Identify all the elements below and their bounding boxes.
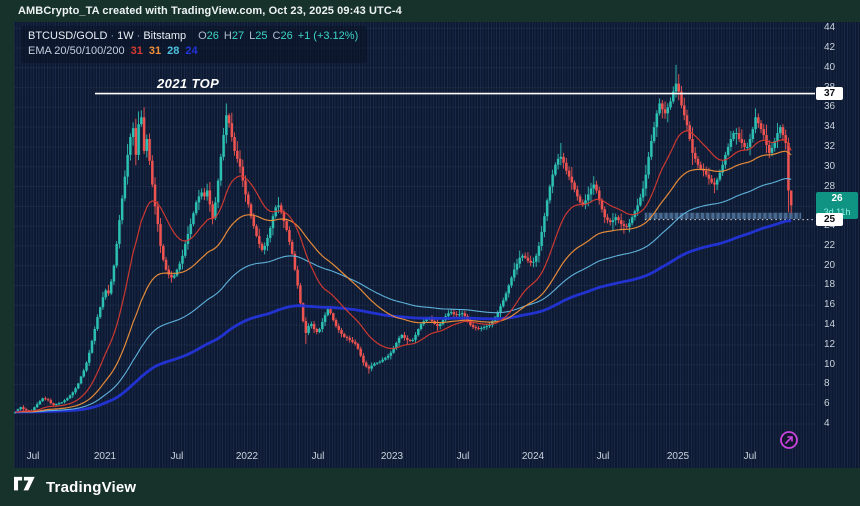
time-tick-label: Jul — [596, 451, 610, 462]
tradingview-logo[interactable]: TradingView — [14, 476, 136, 498]
price-tick-label: 6 — [824, 398, 830, 410]
time-tick-label: Jul — [311, 451, 325, 462]
time-tick-label: Jul — [743, 451, 757, 462]
price-tick-label: 34 — [824, 121, 836, 133]
price-tick-label: 8 — [824, 378, 830, 390]
ema-200-line — [15, 219, 792, 414]
exchange-label: Bitstamp — [143, 30, 187, 42]
plot-svg — [14, 27, 815, 425]
ema-values: 31 31 28 24 — [125, 45, 198, 57]
timeframe-label: 1W — [117, 30, 134, 42]
time-tick-label: 2023 — [380, 451, 404, 462]
time-tick-label: 2022 — [235, 451, 259, 462]
price-tick-label: 44 — [824, 22, 836, 34]
legend-symbol-row[interactable]: BTCUSD/GOLD · 1W · Bitstamp O26 H27 L25 C26 +1 (+… — [28, 29, 358, 44]
price-tick-label: 22 — [824, 239, 836, 251]
top-line-price-badge: 37 — [816, 87, 843, 101]
annotation-2021-top[interactable]: 2021 TOP — [157, 76, 220, 91]
top-line-axis-value: 37 — [823, 88, 836, 100]
legend-ema-row[interactable]: EMA 20/50/100/200 31 31 28 24 — [28, 44, 358, 59]
legend-separator-1: · — [110, 30, 115, 42]
price-tick-label: 14 — [824, 319, 836, 331]
price-tick-label: 16 — [824, 299, 836, 311]
price-tick-label: 4 — [824, 418, 830, 429]
candles-layer — [14, 64, 793, 414]
ema-value: 31 — [148, 45, 162, 57]
price-tick-label: 12 — [824, 338, 836, 350]
ohlc-letter: H — [223, 30, 232, 42]
ohlc-number: 26 — [206, 30, 219, 42]
time-axis[interactable]: Jul 2021 Jul 2022 Jul 2023 Jul 2024 Jul 2025 Jul — [14, 446, 860, 468]
price-tick-label: 42 — [824, 42, 836, 53]
time-tick-label: 2021 — [93, 451, 117, 462]
attribution-bar: AMBCrypto_TA created with TradingView.co… — [0, 0, 860, 22]
ray-price-badge: 25 — [816, 213, 843, 227]
chart-region: BTCUSD/GOLD · 1W · Bitstamp O26 H27 L25 C26 +1 (+… — [14, 22, 860, 468]
ema-value: 28 — [167, 45, 180, 57]
ema-100-line — [15, 177, 792, 413]
ohlc-values: O26 H27 L25 C26 — [193, 30, 293, 42]
grid-horizontal — [14, 27, 815, 425]
bar-countdown: 3d 11h — [824, 207, 851, 218]
chart-legend[interactable]: BTCUSD/GOLD · 1W · Bitstamp O26 H27 L25 C26 +1 (+… — [21, 26, 368, 63]
compass-arrow-icon[interactable] — [779, 430, 799, 450]
ohlc-number: 27 — [231, 30, 245, 42]
tradingview-logo-text: TradingView — [46, 478, 137, 496]
time-tick-label: Jul — [26, 451, 40, 462]
support-zone[interactable] — [644, 212, 802, 219]
time-tick-label: 2025 — [666, 451, 690, 462]
legend-separator-2: · — [136, 30, 141, 42]
price-tick-label: 28 — [824, 180, 836, 192]
ray-axis-value: 25 — [823, 214, 836, 226]
last-price-value: 26 — [831, 193, 843, 205]
price-tick-label: 30 — [824, 160, 836, 172]
ema-20-line — [15, 130, 792, 413]
change-value: +1 (+3.12%) — [297, 30, 359, 42]
price-tick-label: 18 — [824, 279, 836, 291]
price-tick-label: 40 — [824, 61, 836, 73]
time-tick-label: 2024 — [521, 451, 545, 462]
chart-plot-area[interactable] — [14, 22, 815, 446]
attribution-text: AMBCrypto_TA created with TradingView.co… — [18, 5, 402, 17]
price-tick-label: 20 — [824, 259, 836, 271]
ohlc-letter: L — [249, 30, 256, 42]
tradingview-logo-icon — [14, 476, 39, 498]
ohlc-number: 25 — [255, 30, 268, 42]
ema-50-line — [15, 150, 792, 413]
price-tick-label: 10 — [824, 358, 836, 370]
ema-value: 31 — [130, 45, 143, 57]
ohlc-letter: C — [272, 30, 281, 42]
price-tick-label: 32 — [824, 140, 836, 152]
time-tick-label: Jul — [456, 451, 470, 462]
ohlc-letter: O — [198, 30, 207, 42]
footer-bar: TradingView — [0, 468, 860, 506]
ohlc-number: 26 — [280, 30, 293, 42]
price-axis[interactable]: 4442403836343230282624222018161412108643… — [815, 22, 860, 446]
ema-label: EMA 20/50/100/200 — [28, 45, 125, 57]
ema-value: 24 — [185, 45, 198, 57]
symbol-name: BTCUSD/GOLD — [28, 30, 108, 42]
time-tick-label: Jul — [170, 451, 184, 462]
price-tick-label: 36 — [824, 101, 836, 113]
